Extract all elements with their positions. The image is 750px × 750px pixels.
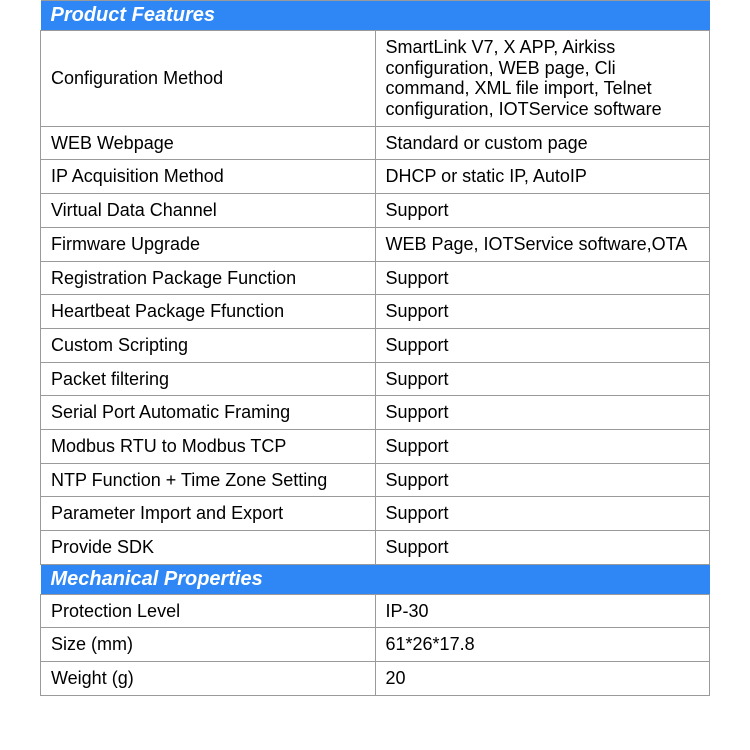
spec-table-body: Product FeaturesConfiguration MethodSmar… xyxy=(41,1,710,696)
table-row: Size (mm)61*26*17.8 xyxy=(41,628,710,662)
table-row: Packet filteringSupport xyxy=(41,362,710,396)
table-row: WEB WebpageStandard or custom page xyxy=(41,126,710,160)
table-row: Virtual Data ChannelSupport xyxy=(41,194,710,228)
row-value: Standard or custom page xyxy=(375,126,710,160)
table-row: Serial Port Automatic FramingSupport xyxy=(41,396,710,430)
row-label: Custom Scripting xyxy=(41,328,376,362)
row-label: Modbus RTU to Modbus TCP xyxy=(41,429,376,463)
table-row: IP Acquisition MethodDHCP or static IP, … xyxy=(41,160,710,194)
row-label: Size (mm) xyxy=(41,628,376,662)
section-title: Mechanical Properties xyxy=(41,564,710,594)
row-value: Support xyxy=(375,429,710,463)
section-header: Product Features xyxy=(41,1,710,31)
row-value: 61*26*17.8 xyxy=(375,628,710,662)
row-label: Provide SDK xyxy=(41,531,376,565)
row-value: WEB Page, IOTService software,OTA xyxy=(375,227,710,261)
row-value: Support xyxy=(375,328,710,362)
row-label: Configuration Method xyxy=(41,31,376,127)
row-value: Support xyxy=(375,463,710,497)
row-label: Protection Level xyxy=(41,594,376,628)
table-row: Provide SDKSupport xyxy=(41,531,710,565)
row-value: DHCP or static IP, AutoIP xyxy=(375,160,710,194)
row-label: Weight (g) xyxy=(41,662,376,696)
table-row: Protection LevelIP-30 xyxy=(41,594,710,628)
row-label: Firmware Upgrade xyxy=(41,227,376,261)
row-value: Support xyxy=(375,497,710,531)
row-value: Support xyxy=(375,261,710,295)
row-value: Support xyxy=(375,531,710,565)
row-label: IP Acquisition Method xyxy=(41,160,376,194)
row-value: Support xyxy=(375,295,710,329)
row-value: Support xyxy=(375,194,710,228)
row-label: NTP Function + Time Zone Setting xyxy=(41,463,376,497)
row-label: Heartbeat Package Ffunction xyxy=(41,295,376,329)
table-row: Heartbeat Package FfunctionSupport xyxy=(41,295,710,329)
spec-table-wrapper: Product FeaturesConfiguration MethodSmar… xyxy=(0,0,750,696)
row-label: Registration Package Function xyxy=(41,261,376,295)
table-row: Custom ScriptingSupport xyxy=(41,328,710,362)
row-label: WEB Webpage xyxy=(41,126,376,160)
row-value: Support xyxy=(375,362,710,396)
row-label: Serial Port Automatic Framing xyxy=(41,396,376,430)
row-value: Support xyxy=(375,396,710,430)
row-label: Packet filtering xyxy=(41,362,376,396)
table-row: Configuration MethodSmartLink V7, X APP,… xyxy=(41,31,710,127)
row-value: IP-30 xyxy=(375,594,710,628)
table-row: Weight (g)20 xyxy=(41,662,710,696)
row-label: Parameter Import and Export xyxy=(41,497,376,531)
row-value: 20 xyxy=(375,662,710,696)
spec-table: Product FeaturesConfiguration MethodSmar… xyxy=(40,0,710,696)
table-row: Modbus RTU to Modbus TCPSupport xyxy=(41,429,710,463)
table-row: Registration Package FunctionSupport xyxy=(41,261,710,295)
row-value: SmartLink V7, X APP, Airkiss configurati… xyxy=(375,31,710,127)
section-title: Product Features xyxy=(41,1,710,31)
table-row: Parameter Import and ExportSupport xyxy=(41,497,710,531)
row-label: Virtual Data Channel xyxy=(41,194,376,228)
section-header: Mechanical Properties xyxy=(41,564,710,594)
table-row: Firmware UpgradeWEB Page, IOTService sof… xyxy=(41,227,710,261)
table-row: NTP Function + Time Zone SettingSupport xyxy=(41,463,710,497)
